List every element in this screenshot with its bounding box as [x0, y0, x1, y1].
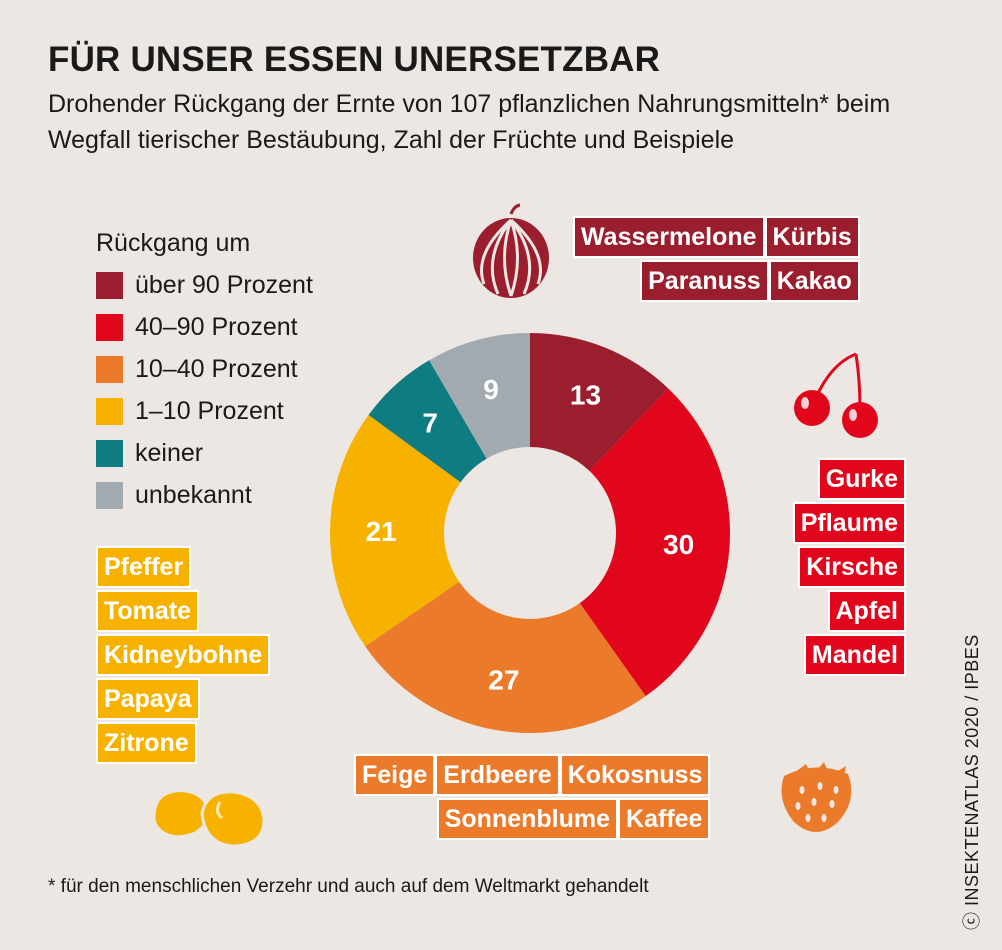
bean-icon: [155, 790, 266, 848]
slice-value-label: 21: [365, 516, 396, 547]
example-tag: Papaya: [96, 678, 200, 720]
example-tag: Paranuss: [640, 260, 769, 302]
legend-item: 40–90 Prozent: [96, 306, 313, 348]
examples-1-10: Pfeffer Tomate Kidneybohne Papaya Zitron…: [96, 546, 271, 766]
footnote: * für den menschlichen Verzehr und auch …: [48, 876, 649, 897]
example-tag: Kürbis: [764, 216, 860, 258]
example-tag: Kokosnuss: [559, 754, 711, 796]
watermelon-icon: [473, 203, 549, 298]
legend: Rückgang um über 90 Prozent 40–90 Prozen…: [96, 222, 313, 516]
cherry-icon: [794, 352, 878, 438]
example-tag: Wassermelone: [573, 216, 765, 258]
legend-item: 1–10 Prozent: [96, 390, 313, 432]
legend-swatch: [96, 355, 123, 383]
example-tag: Gurke: [817, 458, 906, 500]
legend-swatch: [96, 439, 123, 467]
example-tag: Kakao: [768, 260, 860, 302]
legend-item: 10–40 Prozent: [96, 348, 313, 390]
example-tag: Mandel: [803, 634, 906, 676]
donut-slice: [368, 360, 487, 483]
legend-item: keiner: [96, 432, 313, 474]
chart-title: FÜR UNSER ESSEN UNERSETZBAR: [48, 40, 661, 79]
legend-label: keiner: [135, 438, 204, 467]
chart-subtitle: Drohender Rückgang der Ernte von 107 pfl…: [48, 90, 891, 154]
example-tag: Sonnenblume: [436, 798, 619, 840]
examples-40-90: Gurke Pflaume Kirsche Apfel Mandel: [740, 458, 906, 678]
slice-value-label: 7: [422, 407, 438, 438]
legend-swatch: [96, 313, 123, 341]
examples-over-90: Wassermelone Kürbis Paranuss Kakao: [573, 216, 860, 304]
legend-title: Rückgang um: [96, 229, 251, 257]
legend-item: unbekannt: [96, 474, 313, 516]
legend-swatch: [96, 397, 123, 425]
example-tag: Pfeffer: [96, 546, 192, 588]
examples-10-40: Feige Erdbeere Kokosnuss Sonnenblume Kaf…: [354, 754, 711, 842]
credit: ⓒ INSEKTENATLAS 2020 / IPBES: [962, 634, 982, 930]
donut-slice: [365, 581, 646, 733]
legend-label: 10–40 Prozent: [135, 354, 298, 383]
legend-label: über 90 Prozent: [135, 270, 313, 299]
example-tag: Kaffee: [618, 798, 711, 840]
donut-slice: [429, 333, 530, 459]
example-tag: Kirsche: [798, 546, 906, 588]
legend-swatch: [96, 271, 123, 299]
example-tag: Erdbeere: [435, 754, 560, 796]
legend-swatch: [96, 481, 123, 509]
example-tag: Apfel: [827, 590, 906, 632]
slice-value-label: 27: [488, 665, 519, 696]
example-tag: Tomate: [96, 590, 200, 632]
legend-label: 1–10 Prozent: [135, 396, 284, 425]
legend-label: unbekannt: [135, 480, 252, 509]
legend-label: 40–90 Prozent: [135, 312, 298, 341]
donut-slice: [579, 388, 731, 697]
slice-value-label: 9: [483, 374, 499, 405]
legend-item: über 90 Prozent: [96, 264, 313, 306]
slice-value-label: 13: [570, 380, 601, 411]
donut-slice: [330, 414, 461, 647]
slice-value-label: 30: [663, 529, 694, 560]
strawberry-icon: [781, 762, 852, 832]
example-tag: Pflaume: [792, 502, 906, 544]
example-tag: Feige: [354, 754, 436, 796]
example-tag: Zitrone: [96, 722, 197, 764]
donut-slice: [530, 333, 669, 471]
example-tag: Kidneybohne: [96, 634, 271, 676]
